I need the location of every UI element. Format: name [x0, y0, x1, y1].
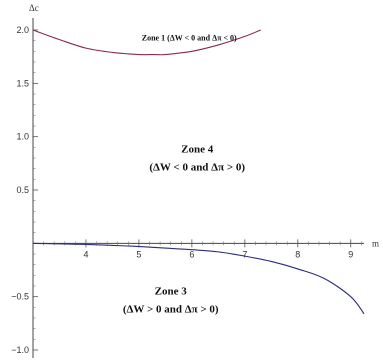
zone-annotation-2-line-2: (ΔW < 0 and Δπ > 0)	[149, 162, 245, 174]
x-tick-label: 8	[295, 249, 300, 259]
zone-annotation-2-line-1: Zone 4	[181, 144, 214, 156]
y-tick-label: 2.0	[16, 25, 29, 35]
y-tick-label: 1.0	[16, 132, 29, 142]
y-tick-label: −1.0	[11, 345, 29, 355]
y-axis-label: Δc	[29, 3, 39, 13]
zone-annotation-3-line-1: Zone 3	[155, 286, 188, 298]
x-tick-label: 5	[136, 249, 141, 259]
zone-annotation-3-line-2: (ΔW > 0 and Δπ > 0)	[123, 304, 219, 316]
x-tick-label: 9	[348, 249, 353, 259]
y-tick-label: −0.5	[11, 292, 29, 302]
x-tick-label: 6	[189, 249, 194, 259]
y-tick-label: 0.5	[16, 185, 29, 195]
zone-annotations: Zone 1 (ΔW < 0 and Δπ < 0) Zone 4 (ΔW < 0 …	[123, 34, 246, 316]
x-axis-label: m	[372, 238, 379, 248]
x-tick-label: 4	[83, 249, 88, 259]
x-tick-label: 7	[242, 249, 247, 259]
zone-annotation-1-line-1: Zone 1 (ΔW < 0 and Δπ < 0)	[142, 34, 237, 43]
y-tick-label: 1.5	[16, 78, 29, 88]
